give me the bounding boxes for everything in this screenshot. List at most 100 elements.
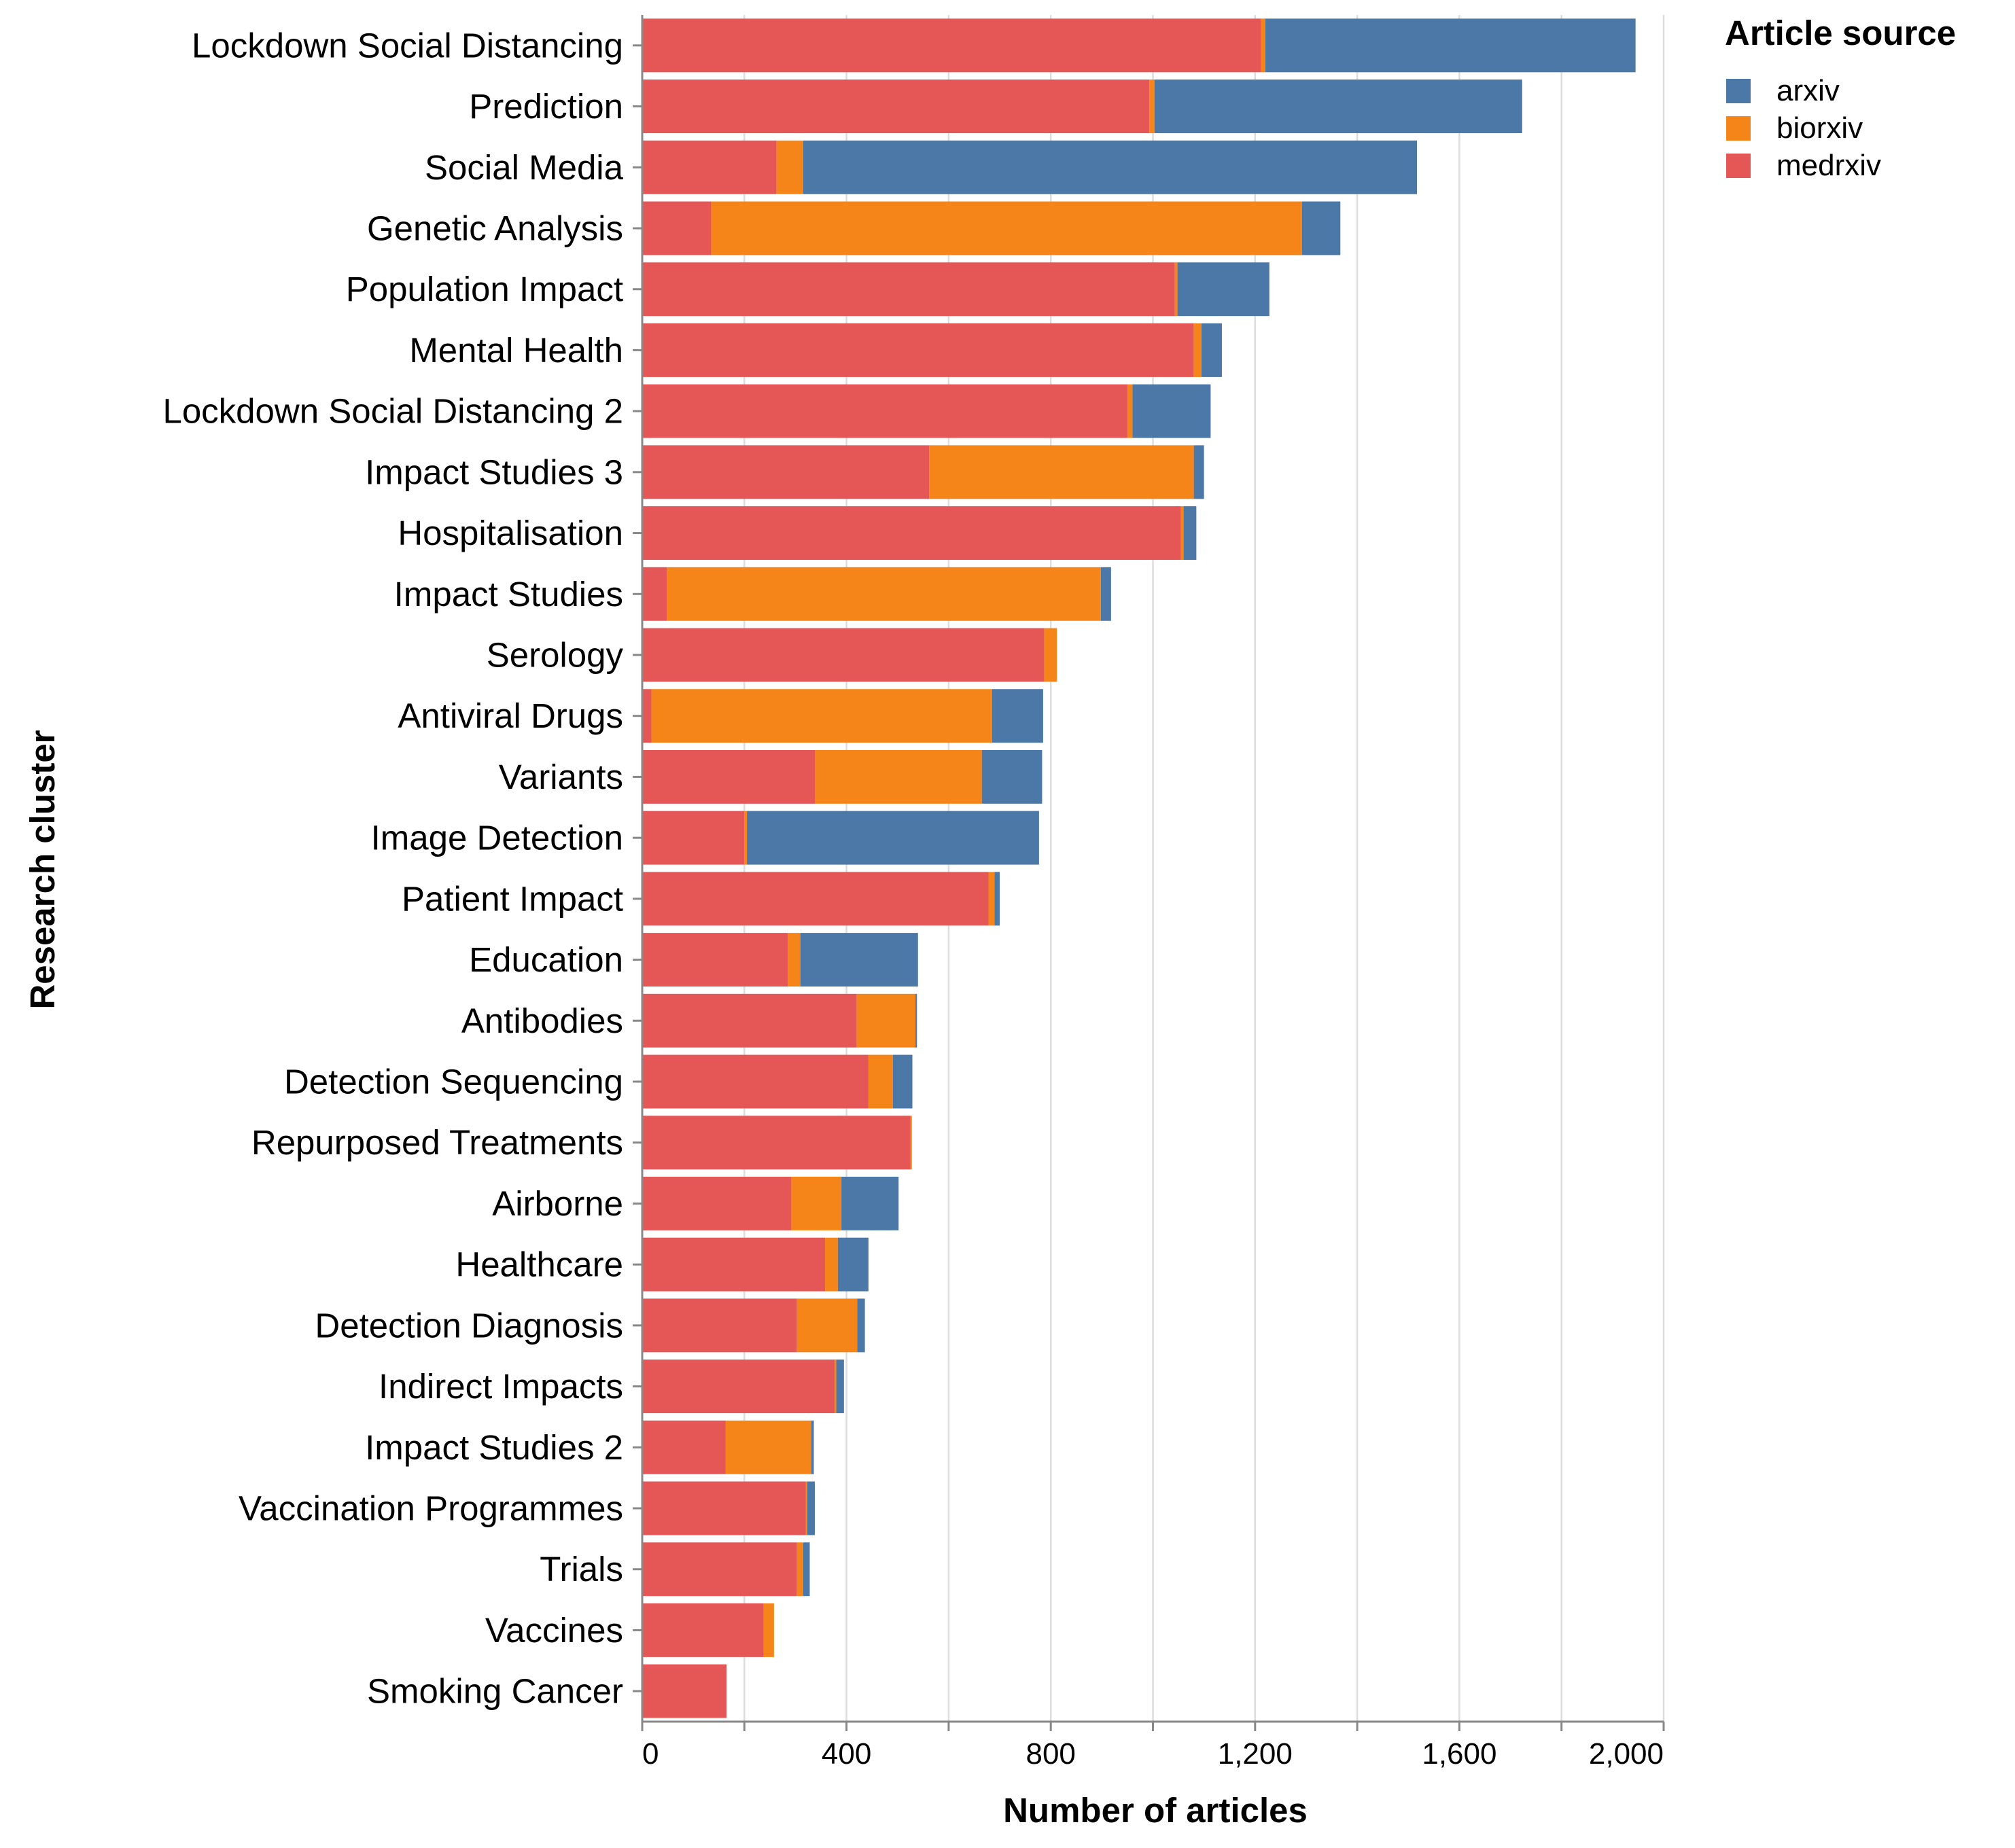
y-tick-label: Mental Health [409, 331, 623, 370]
y-tick-label: Indirect Impacts [379, 1367, 623, 1406]
bar-biorxiv [651, 689, 992, 743]
bar-arxiv [992, 689, 1043, 743]
legend-swatch-medrxiv [1726, 154, 1751, 178]
bar-medrxiv [642, 201, 712, 255]
bar-medrxiv [642, 628, 1045, 682]
bar-biorxiv [868, 1054, 893, 1109]
bar-medrxiv [642, 811, 745, 865]
bar-biorxiv [1180, 506, 1184, 561]
bar-biorxiv [744, 811, 748, 865]
y-tick-label: Population Impact [346, 270, 623, 308]
y-tick-label: Image Detection [371, 819, 623, 857]
legend-title: Article source [1725, 14, 1956, 52]
legend-label-arxiv: arxiv [1776, 74, 1840, 107]
y-tick-label: Antiviral Drugs [398, 696, 623, 735]
y-tick-label: Vaccines [485, 1611, 623, 1650]
y-tick-label: Healthcare [455, 1245, 623, 1284]
bar-arxiv [1265, 18, 1636, 73]
bar-biorxiv [815, 749, 982, 804]
legend-label-biorxiv: biorxiv [1776, 111, 1863, 145]
bar-biorxiv [1193, 323, 1202, 377]
x-tick-label: 400 [822, 1737, 871, 1771]
bar-arxiv [1183, 506, 1197, 561]
bar-arxiv [807, 1481, 816, 1535]
bar-arxiv [1301, 201, 1341, 255]
bar-arxiv [837, 1237, 869, 1292]
bar-biorxiv [1127, 384, 1133, 438]
bar-biorxiv [835, 1360, 837, 1414]
x-tick-label: 0 [642, 1737, 659, 1771]
bar-arxiv [747, 811, 1039, 865]
y-tick-label: Impact Studies 3 [365, 452, 623, 491]
x-tick-label: 800 [1026, 1737, 1075, 1771]
bar-biorxiv [791, 1176, 842, 1230]
y-tick-label: Variants [499, 758, 623, 796]
axes: Lockdown Social Distancing Prediction Soci… [162, 15, 1665, 1771]
bar-biorxiv [667, 567, 1101, 621]
y-tick-label: Trials [540, 1550, 623, 1588]
bar-arxiv [803, 140, 1418, 194]
bar-arxiv [800, 933, 918, 987]
y-tick-label: Patient Impact [402, 879, 623, 918]
bar-medrxiv [642, 689, 652, 743]
y-tick-label: Airborne [492, 1184, 623, 1223]
bar-arxiv [803, 1542, 810, 1597]
x-tick-label: 1,200 [1218, 1737, 1293, 1771]
bar-biorxiv [1044, 628, 1057, 682]
y-axis-title: Research cluster [23, 730, 62, 1009]
y-tick-label: Repurposed Treatments [251, 1123, 623, 1162]
bar-medrxiv [642, 1054, 869, 1109]
bar-arxiv [811, 1420, 814, 1474]
bar-medrxiv [642, 445, 930, 499]
bar-biorxiv [856, 993, 916, 1048]
y-tick-label: Detection Diagnosis [315, 1306, 623, 1345]
y-tick-label: Impact Studies [394, 575, 623, 614]
y-tick-label: Vaccination Programmes [239, 1489, 623, 1528]
y-tick-label: Detection Sequencing [284, 1063, 623, 1101]
y-tick-label: Impact Studies 2 [365, 1428, 623, 1467]
bar-biorxiv [763, 1603, 774, 1657]
bar-arxiv [1154, 79, 1522, 134]
bar-arxiv [892, 1054, 913, 1109]
legend-swatch-arxiv [1726, 79, 1751, 103]
y-tick-label: Education [469, 940, 623, 979]
bar-medrxiv [642, 506, 1181, 561]
bar-medrxiv [642, 749, 816, 804]
bar-biorxiv [929, 445, 1194, 499]
bar-biorxiv [711, 201, 1302, 255]
bar-medrxiv [642, 1420, 726, 1474]
bar-medrxiv [642, 1664, 726, 1718]
bar-medrxiv [642, 1116, 911, 1170]
bar-arxiv [1201, 323, 1222, 377]
x-tick-label: 1,600 [1422, 1737, 1496, 1771]
y-tick-label: Prediction [469, 87, 623, 126]
bar-medrxiv [642, 1481, 806, 1535]
bar-medrxiv [642, 384, 1127, 438]
bars [642, 18, 1636, 1718]
bar-biorxiv [776, 140, 803, 194]
y-tick-label: Antibodies [461, 1001, 623, 1040]
x-tick-label: 2,000 [1589, 1737, 1664, 1771]
bar-arxiv [994, 872, 1000, 926]
y-tick-label: Hospitalisation [398, 514, 623, 552]
bar-arxiv [915, 993, 917, 1048]
bar-arxiv [981, 749, 1042, 804]
legend-label-medrxiv: medrxiv [1776, 149, 1881, 182]
y-tick-label: Serology [487, 636, 624, 675]
bar-medrxiv [642, 1176, 792, 1230]
bar-biorxiv [805, 1481, 807, 1535]
bar-arxiv [1132, 384, 1211, 438]
bar-biorxiv [725, 1420, 811, 1474]
bar-arxiv [1100, 567, 1111, 621]
bar-biorxiv [988, 872, 995, 926]
bar-biorxiv [788, 933, 801, 987]
bar-medrxiv [642, 872, 989, 926]
bar-medrxiv [642, 1298, 797, 1353]
bar-medrxiv [642, 1237, 826, 1292]
bar-biorxiv [796, 1298, 858, 1353]
legend: Article source arxiv biorxiv medrxiv [1725, 14, 1956, 182]
bar-arxiv [857, 1298, 865, 1353]
y-tick-label: Lockdown Social Distancing [192, 26, 623, 65]
y-tick-label: Social Media [425, 148, 624, 187]
